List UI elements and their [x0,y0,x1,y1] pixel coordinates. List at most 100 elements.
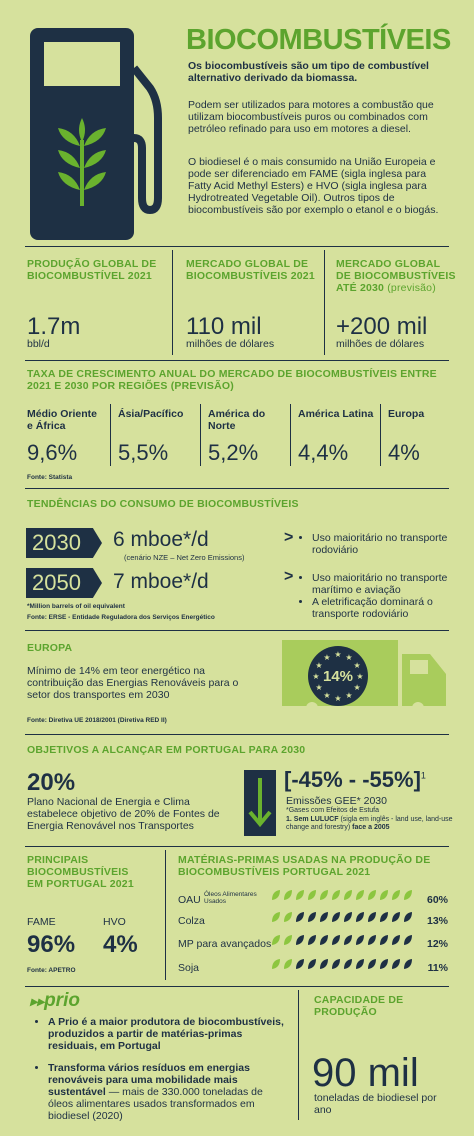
logo: ▸▸prio [30,990,80,1011]
bullet-bold: Transforma vários resíduos em energias r… [48,1062,250,1098]
stat-value: +200 mil [336,313,428,340]
star: ★ [334,650,341,659]
section-title: EUROPA [27,642,73,654]
leaf-rows [272,890,412,969]
leaf [296,959,304,969]
material-name: Soja [178,962,200,974]
section-title: PRINCIPAIS BIOCOMBUSTÍVEIS EM PORTUGAL 2… [27,854,134,890]
trend-note: (cenário NZE – Net Zero Emissions) [124,553,245,562]
leaf [356,890,364,900]
divider [200,404,201,466]
section-title: CAPACIDADE DE PRODUÇÃO [314,994,404,1018]
source: Fonte: ERSE - Entidade Reguladora dos Se… [27,614,215,621]
divider [290,404,291,466]
leaf [380,935,388,945]
divider [25,986,449,987]
fuel-pump-icon [30,28,162,240]
material-value: 12% [426,938,448,950]
leaf [404,890,412,900]
leaf [392,935,400,945]
stat-unit: milhões de dólares [336,338,425,350]
material-detail: Óleos Alimentares Usados [204,891,257,905]
leaf [332,890,340,900]
leaf [272,890,280,900]
stat-label-text: MERCADO GLOBAL DE BIOCOMBUSTÍVEIS ATÉ 20… [336,258,456,294]
target-value: 20% [27,769,76,796]
bullets: A Prio é a maior produtora de biocombust… [40,1016,288,1122]
paragraph: O biodiesel é o mais consumido na União … [188,156,439,216]
europe-text: Mínimo de 14% em teor energético na cont… [27,665,239,701]
leaf [368,959,376,969]
divider [380,404,381,466]
range: [-45% - -55%]1 [284,767,426,793]
leaf [356,935,364,945]
leaf [308,959,316,969]
stat-unit: bbl/d [27,338,50,350]
bullet: Uso maioritário no transporte rodoviário [312,532,462,556]
material-value: 11% [427,962,448,974]
capacity-unit: toneladas de biodiesel por ano [314,1092,437,1116]
leaf [284,912,292,922]
stat-value: 110 mil [186,313,262,340]
leaf [344,935,352,945]
leaf [380,890,388,900]
leaf [392,912,400,922]
stat-unit: milhões de dólares [186,338,275,350]
region-name: Ásia/Pacífico [118,408,184,420]
bullet: Uso maioritário no transporte marítimo e… [312,572,472,596]
leaf [332,935,340,945]
material-value: 60% [426,894,448,906]
leaf [308,890,316,900]
divider [172,250,173,355]
range-text: [-45% - -55%] [284,767,421,792]
target-text: Plano Nacional de Energia e Clima estabe… [27,796,220,832]
bullets: Uso maioritário no transporte marítimo e… [302,572,472,620]
badge: 14% [322,668,354,685]
star: ★ [345,691,352,700]
down-arrow [244,770,276,836]
source: Fonte: Statista [27,474,73,481]
paragraph: Podem ser utilizados para motores a comb… [188,99,434,135]
divider [165,850,166,980]
capacity-value: 90 mil [312,1051,419,1095]
leaf [404,912,412,922]
emissions-note: *Gases com Efeitos de Estufa [286,807,379,814]
divider [25,630,449,631]
region-name: América do Norte [208,408,266,432]
trend-value: 7 mboe*/d [113,570,209,593]
bullet: A Prio é a maior produtora de biocombust… [48,1016,288,1052]
leaf [296,935,304,945]
divider [25,246,449,247]
region-name: Médio Oriente e África [27,408,98,432]
stat-value: 1.7m [27,313,81,340]
intro: Os biocombustíveis são um tipo de combus… [188,60,429,84]
leaf [320,912,328,922]
region-value: 4% [388,440,420,465]
source: Fonte: APETRO [27,967,76,974]
divider [324,250,325,355]
leaf [320,959,328,969]
region-value: 5,2% [208,440,259,465]
leaf [368,890,376,900]
leaf [296,912,304,922]
footnote: 1. Sem LULUCF (sigla em inglês - land us… [286,816,456,832]
leaf [296,890,304,900]
region-name: América Latina [298,408,374,420]
section-title: OBJETIVOS A ALCANÇAR EM PORTUGAL PARA 20… [27,744,306,756]
section-title: TENDÊNCIAS DO CONSUMO DE BIOCOMBUSTÍVEIS [27,498,299,510]
truck-icon: ★★★★★★★★★ ★ ★★ [282,640,446,714]
leaf [344,912,352,922]
stat-label: PRODUÇÃO GLOBAL DE BIOCOMBUSTÍVEL 2021 [27,258,157,282]
leaf [368,935,376,945]
material-name: MP para avançados [178,938,272,950]
star: ★ [315,683,322,692]
material-value: 13% [426,915,448,927]
star: ★ [323,691,330,700]
leaf [272,912,280,922]
leaf [320,935,328,945]
stat-label: MERCADO GLOBAL DE BIOCOMBUSTÍVEIS ATÉ 20… [336,258,456,294]
leaf [404,959,412,969]
divider [298,990,299,1120]
star: ★ [312,672,319,681]
